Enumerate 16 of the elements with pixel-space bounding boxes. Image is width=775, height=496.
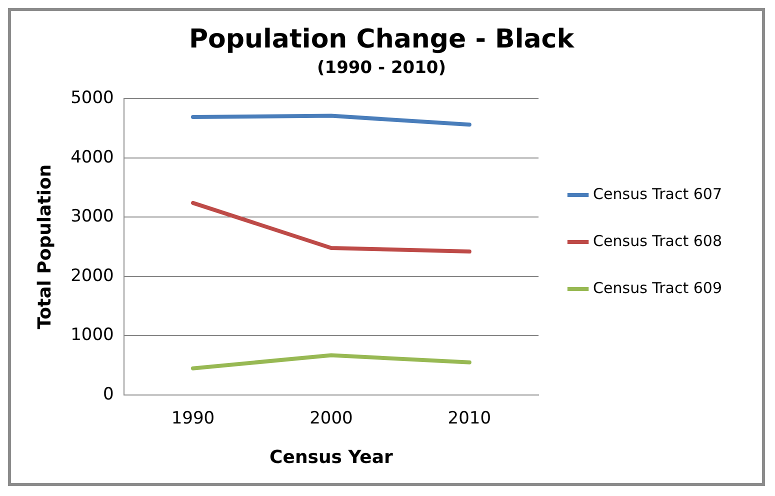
x-tick-label: 1990 — [171, 408, 215, 429]
y-tick-label: 5000 — [70, 88, 114, 108]
chart-subtitle: (1990 - 2010) — [316, 58, 446, 78]
y-tick-label: 0 — [103, 384, 114, 404]
x-tick-label: 2010 — [448, 408, 492, 429]
y-tick-label: 3000 — [70, 206, 114, 227]
legend-label: Census Tract 609 — [593, 278, 722, 297]
x-axis-title: Census Year — [270, 446, 393, 468]
y-tick-label: 2000 — [70, 266, 114, 286]
chart-title: Population Change - Black — [188, 24, 575, 54]
x-tick-label: 2000 — [310, 408, 353, 429]
legend-label: Census Tract 608 — [593, 232, 722, 250]
legend-label: Census Tract 607 — [593, 184, 722, 203]
y-axis-title: Total Population — [34, 164, 56, 330]
y-tick-label: 1000 — [70, 325, 114, 346]
y-tick-label: 4000 — [70, 147, 114, 168]
